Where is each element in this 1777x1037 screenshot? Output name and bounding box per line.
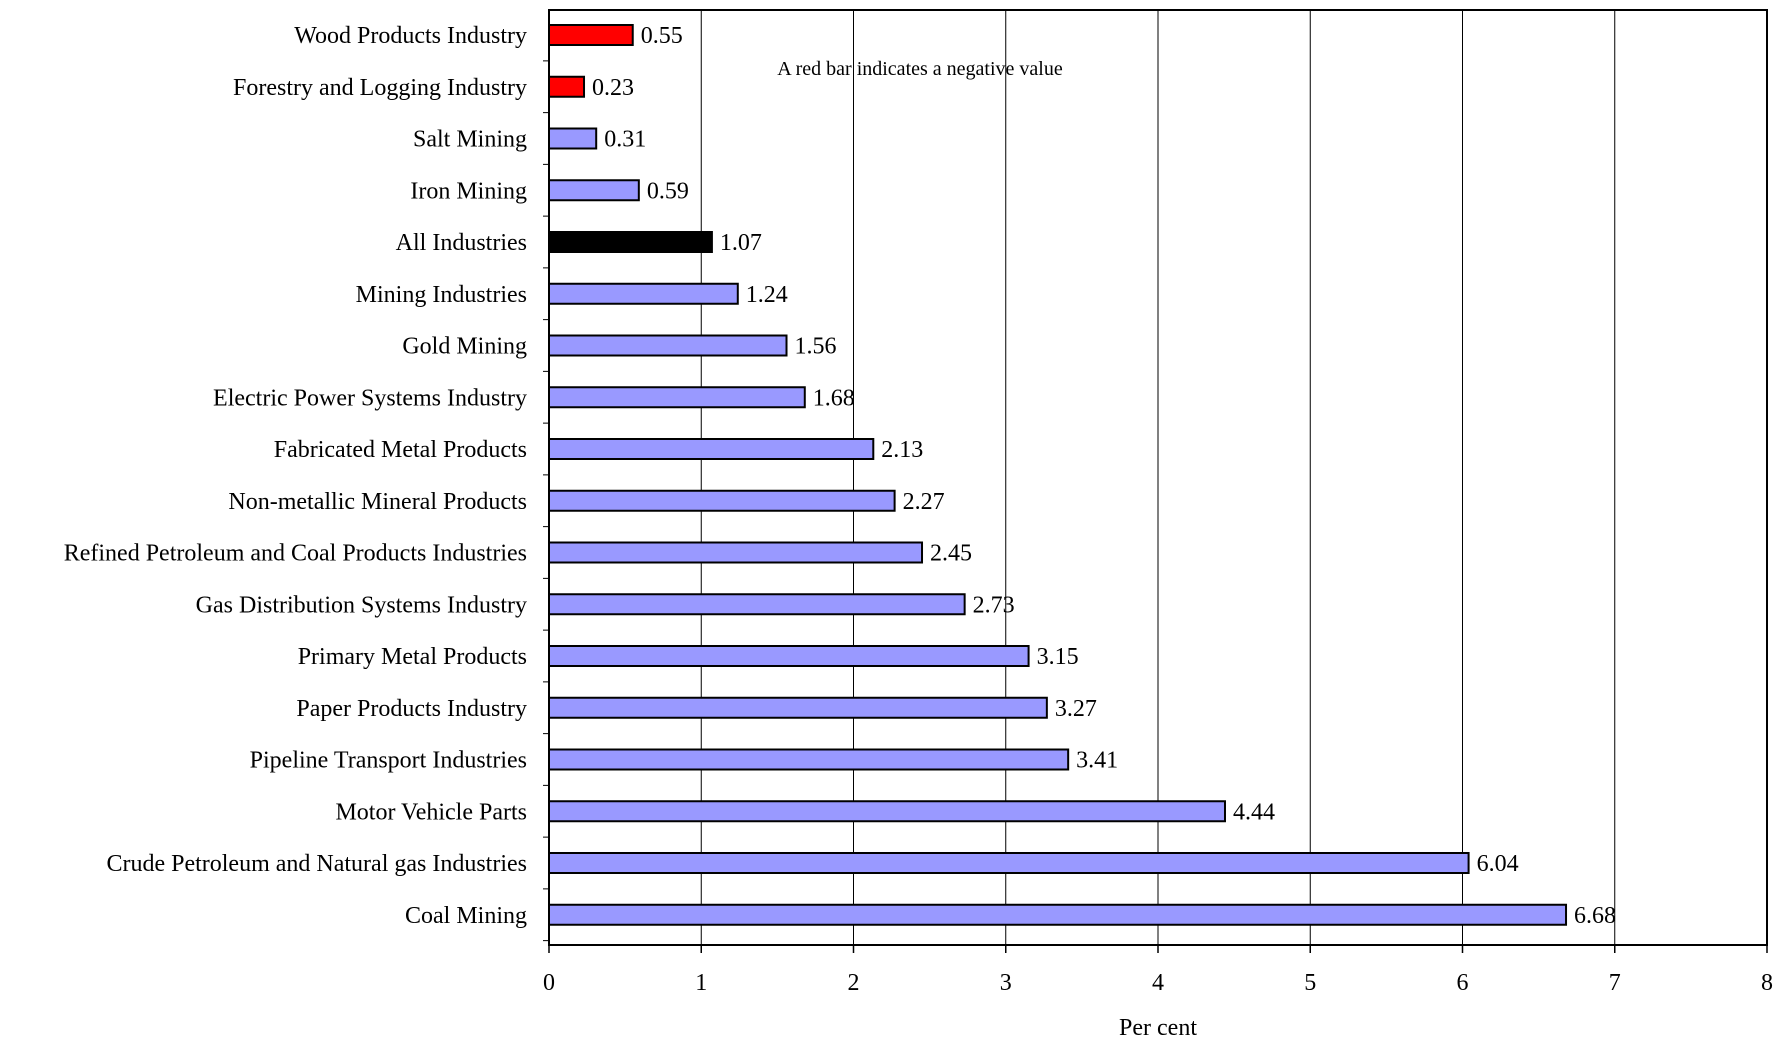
- category-labels: Wood Products Industry Forestry and Loggi…: [64, 23, 527, 929]
- bar: [548, 75, 586, 98]
- category-label: All Industries: [396, 230, 527, 256]
- data-label: 2.45: [930, 541, 972, 567]
- data-label: 2.73: [973, 592, 1015, 618]
- value-labels: 0.55 0.23 0.310.59 1.07 1.24 1.56 1.68 2.13 2.27…: [592, 23, 1616, 929]
- x-tick-label: 0: [543, 970, 555, 996]
- category-label: Coal Mining: [405, 903, 527, 929]
- data-label: 0.55: [641, 23, 683, 49]
- category-label: Non-metallic Mineral Products: [228, 489, 527, 515]
- data-label: 1.24: [746, 282, 788, 308]
- x-tick-label: 2: [848, 970, 860, 996]
- category-label: Fabricated Metal Products: [274, 437, 527, 463]
- category-label: Pipeline Transport Industries: [250, 748, 527, 774]
- category-label: Refined Petroleum and Coal Products Indu…: [64, 541, 527, 567]
- bars: [548, 24, 1568, 926]
- category-label: Salt Mining: [413, 127, 527, 153]
- data-label: 0.31: [604, 127, 646, 153]
- category-label: Motor Vehicle Parts: [335, 799, 527, 825]
- data-label: 2.13: [881, 437, 923, 463]
- bar: [548, 593, 966, 616]
- data-label: 1.68: [813, 385, 855, 411]
- bar: [548, 852, 1470, 874]
- bar: [548, 386, 806, 409]
- bar: [548, 24, 634, 46]
- bar: [548, 696, 1048, 719]
- category-label: Primary Metal Products: [298, 644, 527, 670]
- bar: [548, 282, 739, 305]
- data-label: 4.44: [1233, 799, 1275, 825]
- bar: [548, 334, 788, 357]
- category-label: Iron Mining: [410, 178, 527, 204]
- bar: [548, 489, 896, 512]
- x-tick-label: 7: [1609, 970, 1621, 996]
- x-tick-label: 8: [1761, 970, 1773, 996]
- bar: [548, 127, 598, 150]
- bar: [548, 800, 1226, 823]
- category-label: Paper Products Industry: [296, 696, 527, 722]
- x-tick-label: 3: [1000, 970, 1012, 996]
- data-label: 0.23: [592, 75, 634, 101]
- data-label: 1.56: [795, 334, 837, 360]
- bar: [548, 438, 875, 460]
- x-tick-label: 6: [1457, 970, 1469, 996]
- x-tick-label: 5: [1304, 970, 1316, 996]
- x-axis: 0 1 2 3 4 5 6 7 8: [543, 60, 1773, 996]
- bar: [548, 541, 924, 564]
- category-label: Crude Petroleum and Natural gas Industri…: [106, 851, 527, 877]
- x-tick-label: 1: [695, 970, 707, 996]
- bar: [548, 903, 1568, 926]
- x-tick-label: 4: [1152, 970, 1164, 996]
- category-label: Wood Products Industry: [294, 23, 527, 49]
- data-label: 1.07: [720, 230, 762, 256]
- data-label: 6.04: [1477, 851, 1519, 877]
- data-label: 2.27: [903, 489, 945, 515]
- bar: [548, 645, 1030, 667]
- data-label: 0.59: [647, 178, 689, 204]
- data-label: 3.27: [1055, 696, 1097, 722]
- category-label: Mining Industries: [356, 282, 527, 308]
- category-label: Gold Mining: [402, 334, 527, 360]
- category-label: Gas Distribution Systems Industry: [196, 592, 527, 618]
- data-label: 3.15: [1037, 644, 1079, 670]
- x-axis-title: Per cent: [1119, 1015, 1197, 1037]
- bar: [548, 748, 1070, 771]
- chart-annotation: A red bar indicates a negative value: [777, 58, 1063, 80]
- data-label: 3.41: [1076, 748, 1118, 774]
- category-label: Electric Power Systems Industry: [213, 385, 527, 411]
- gridlines: [700, 10, 1616, 945]
- bar: [548, 231, 713, 253]
- bar: [548, 179, 640, 202]
- data-label: 6.68: [1574, 903, 1616, 929]
- category-label: Forestry and Logging Industry: [233, 75, 527, 101]
